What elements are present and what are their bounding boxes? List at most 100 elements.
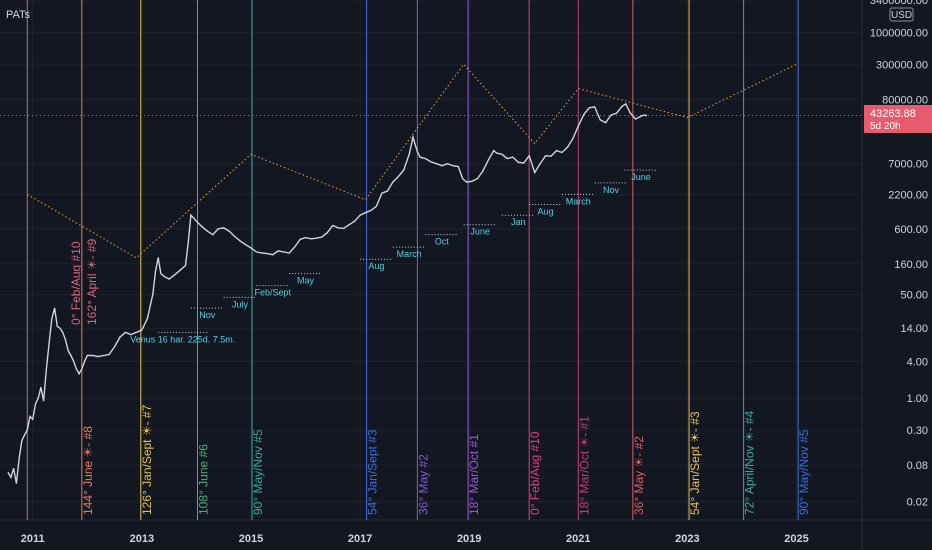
price-point [108,353,110,356]
price-point [354,220,356,222]
price-point [81,368,83,370]
price-point [239,240,241,242]
x-tick-label: 2025 [784,533,808,545]
y-tick-label: 80000.00 [882,94,928,106]
price-point [130,334,132,336]
price-point [501,153,503,155]
price-point [397,176,399,178]
price-point [452,165,454,167]
price-point [190,214,192,216]
price-point [21,440,23,442]
annotation-label: Feb/Sept [255,288,292,298]
y-tick-label: 300000.00 [876,59,928,71]
symbol-label: PATs [6,9,31,21]
price-point [124,331,127,333]
price-badge: 43263.88 5d 20h [864,105,932,133]
price-point [114,346,116,348]
cycle-label: 54° Jan/Sept ☀- #3 [688,411,702,515]
annotation-label: June [470,227,490,237]
price-point [528,155,530,157]
price-point [54,307,56,309]
price-point [32,418,34,420]
price-point [59,327,61,329]
price-point [304,237,307,239]
price-point [40,386,42,388]
price-badge-bg [864,105,932,133]
price-point [234,235,236,237]
y-axis[interactable]: 3400000.00 1000000.00 300000.00 80000.00 700… [870,0,928,509]
price-point [615,112,618,114]
cycle-label-top: 162° April ☀- #9 [85,238,99,325]
cycle-label: 108° June #6 [196,444,210,515]
price-point [471,180,473,182]
annotation-label: June [631,172,651,182]
price-point [146,318,148,320]
price-point [403,169,405,171]
price-point [37,397,39,399]
price-point [577,125,579,127]
x-tick-label: 2015 [239,533,263,545]
price-point [45,368,48,370]
price-point [255,251,257,253]
price-point [174,274,176,276]
y-tick-label: 0.02 [907,497,928,509]
price-point [64,339,67,341]
annotation-label: Oct [435,237,450,247]
price-point [92,354,94,357]
annotation-label: July [232,299,249,309]
price-point [86,354,88,357]
price-point [645,114,648,117]
currency-button[interactable] [889,7,914,22]
y-tick-label: 0.30 [907,425,928,437]
annotation-label: May [297,276,315,286]
y-tick-label: 160.00 [894,259,928,271]
price-point [476,178,478,180]
price-point [179,269,181,271]
annotation-label: Venus 16 har. 225d. 7.5m. [130,334,235,344]
annotation-label: March [397,249,422,259]
price-point [550,155,552,157]
price-point [70,354,72,357]
cycle-label: 126° Jan/Sept ☀- #7 [140,404,154,515]
cycle-label: 18° Mar/Oct #1 [467,434,481,515]
annotation-label: Nov [199,310,216,320]
annotation-label: Aug [368,261,384,271]
price-point [435,163,438,165]
price-point [160,273,162,275]
price-point [48,342,50,344]
price-point [97,356,99,358]
price-point [640,115,642,117]
price-point [375,205,377,207]
cycle-label: 90° May/Nov #5 [251,429,265,515]
price-point [84,360,86,362]
price-point [348,224,350,226]
price-point [288,252,290,254]
price-point [482,170,484,172]
price-point [424,158,427,160]
annotation-label: Jan [511,217,526,227]
price-point [135,331,137,333]
price-point [141,329,143,331]
x-tick-label: 2021 [566,533,590,545]
price-point [283,251,285,253]
price-point [201,226,203,228]
price-point [62,331,64,333]
price-point [24,434,26,436]
x-axis[interactable]: 2011 2013 2015 2017 2019 2021 2023 2025 [21,533,809,545]
price-point [13,467,15,470]
price-point [512,156,514,158]
y-tick-label: 7000.00 [888,159,928,171]
price-point [430,161,432,163]
currency-label: USD [891,10,912,21]
price-point [51,318,53,320]
price-point [315,237,317,239]
y-tick-label: 1000000.00 [870,27,928,39]
y-tick-label: 3400000.00 [870,0,928,7]
price-point [583,113,585,116]
price-point [635,118,637,120]
price-point [56,325,58,327]
price-point [419,156,421,158]
price-point [465,181,468,183]
price-point [343,227,345,229]
price-point [446,163,448,165]
